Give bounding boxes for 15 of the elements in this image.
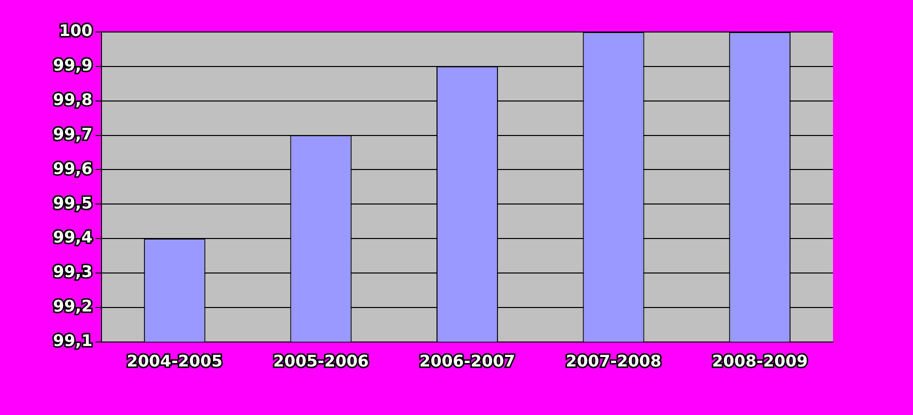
x-tick-label: 2008-2009 — [712, 352, 808, 371]
y-tick-label: 99,1 — [52, 330, 92, 350]
y-tick-label: 99,3 — [52, 262, 92, 282]
x-tick-label: 2007-2008 — [566, 352, 662, 371]
y-tick-label: 99,2 — [52, 296, 92, 316]
y-tick-label: 99,6 — [52, 158, 92, 178]
x-tick-label: 2004-2005 — [126, 352, 222, 371]
y-tick-label: 99,7 — [52, 124, 92, 144]
y-tick-label: 99,8 — [52, 90, 92, 109]
x-tick-label: 2006-2007 — [419, 352, 516, 371]
x-tick-label: 2005-2006 — [273, 352, 369, 371]
y-tick-label: 99,4 — [52, 228, 92, 247]
y-tick-label: 99,5 — [52, 193, 92, 212]
y-tick-label: 100 — [59, 21, 92, 40]
y-tick-label: 99,9 — [52, 56, 92, 75]
